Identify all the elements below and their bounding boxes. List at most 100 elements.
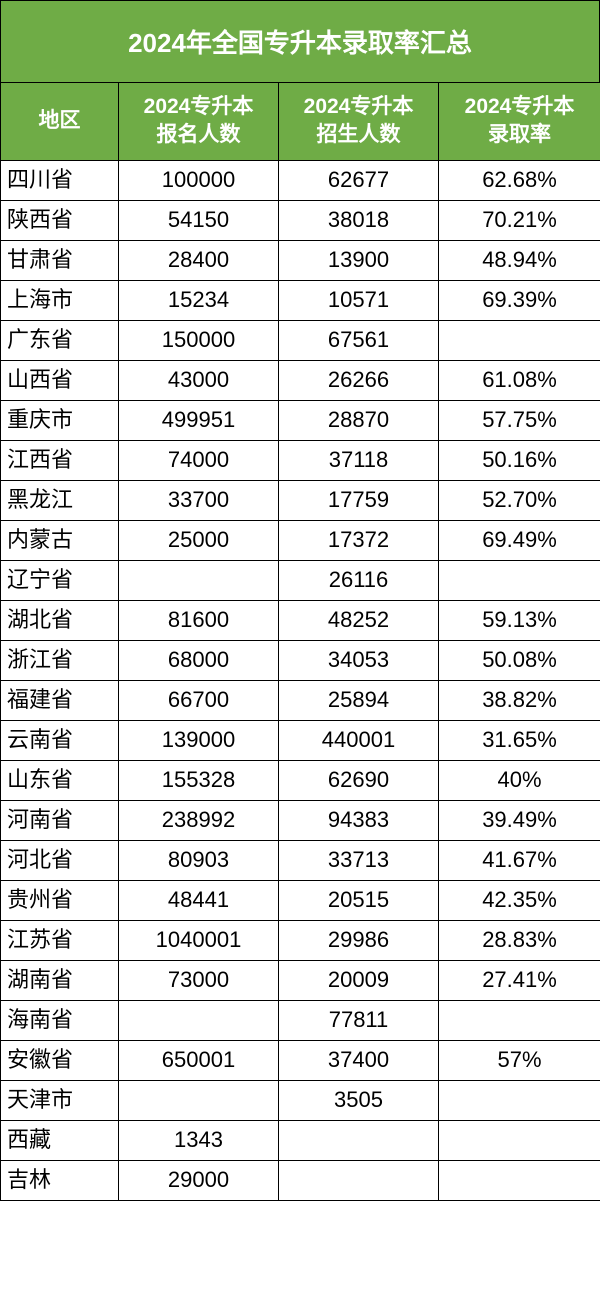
cell-enrolled: 10571 (279, 280, 439, 320)
cell-applicants (119, 1080, 279, 1120)
cell-enrolled: 34053 (279, 640, 439, 680)
cell-region: 广东省 (1, 320, 119, 360)
table-row: 湖南省730002000927.41% (1, 960, 600, 1000)
cell-enrolled: 17372 (279, 520, 439, 560)
cell-applicants: 54150 (119, 200, 279, 240)
cell-rate (439, 1120, 600, 1160)
cell-enrolled: 67561 (279, 320, 439, 360)
cell-rate: 48.94% (439, 240, 600, 280)
cell-region: 甘肃省 (1, 240, 119, 280)
cell-enrolled: 13900 (279, 240, 439, 280)
table-row: 贵州省484412051542.35% (1, 880, 600, 920)
cell-region: 内蒙古 (1, 520, 119, 560)
cell-enrolled: 20009 (279, 960, 439, 1000)
cell-applicants: 73000 (119, 960, 279, 1000)
table-row: 广东省15000067561 (1, 320, 600, 360)
table-body: 四川省1000006267762.68%陕西省541503801870.21%甘… (1, 160, 600, 1200)
cell-enrolled: 33713 (279, 840, 439, 880)
table-title: 2024年全国专升本录取率汇总 (0, 0, 600, 82)
cell-applicants: 68000 (119, 640, 279, 680)
table-row: 海南省 77811 (1, 1000, 600, 1040)
admission-rate-table: 地区 2024专升本 报名人数 2024专升本 招生人数 2024专升本 录取率… (0, 82, 600, 1201)
table-row: 河南省2389929438339.49% (1, 800, 600, 840)
cell-applicants: 29000 (119, 1160, 279, 1200)
cell-applicants: 1040001 (119, 920, 279, 960)
cell-enrolled: 25894 (279, 680, 439, 720)
cell-region: 河北省 (1, 840, 119, 880)
cell-rate: 39.49% (439, 800, 600, 840)
col-header-enrolled-line2: 招生人数 (317, 123, 401, 146)
cell-applicants: 150000 (119, 320, 279, 360)
cell-region: 西藏 (1, 1120, 119, 1160)
cell-enrolled: 29986 (279, 920, 439, 960)
cell-enrolled: 94383 (279, 800, 439, 840)
cell-applicants: 33700 (119, 480, 279, 520)
cell-enrolled: 62677 (279, 160, 439, 200)
cell-rate: 28.83% (439, 920, 600, 960)
table-row: 安徽省6500013740057% (1, 1040, 600, 1080)
cell-rate: 57% (439, 1040, 600, 1080)
cell-rate: 59.13% (439, 600, 600, 640)
cell-rate: 61.08% (439, 360, 600, 400)
cell-enrolled: 48252 (279, 600, 439, 640)
table-row: 内蒙古250001737269.49% (1, 520, 600, 560)
cell-region: 浙江省 (1, 640, 119, 680)
cell-region: 江西省 (1, 440, 119, 480)
table-row: 辽宁省26116 (1, 560, 600, 600)
cell-applicants: 28400 (119, 240, 279, 280)
cell-region: 山西省 (1, 360, 119, 400)
col-header-applicants-line1: 2024专升本 (144, 95, 254, 118)
table-row: 山东省1553286269040% (1, 760, 600, 800)
cell-rate: 50.16% (439, 440, 600, 480)
table-row: 上海市152341057169.39% (1, 280, 600, 320)
cell-rate: 70.21% (439, 200, 600, 240)
cell-applicants (119, 1000, 279, 1040)
cell-rate: 69.39% (439, 280, 600, 320)
cell-region: 上海市 (1, 280, 119, 320)
table-row: 福建省667002589438.82% (1, 680, 600, 720)
cell-enrolled (279, 1120, 439, 1160)
cell-rate: 40% (439, 760, 600, 800)
table-row: 山西省430002626661.08% (1, 360, 600, 400)
cell-rate: 52.70% (439, 480, 600, 520)
cell-applicants: 74000 (119, 440, 279, 480)
cell-rate (439, 1080, 600, 1120)
cell-applicants: 25000 (119, 520, 279, 560)
cell-applicants: 139000 (119, 720, 279, 760)
cell-region: 福建省 (1, 680, 119, 720)
cell-applicants: 81600 (119, 600, 279, 640)
cell-applicants: 100000 (119, 160, 279, 200)
cell-applicants: 48441 (119, 880, 279, 920)
cell-rate (439, 560, 600, 600)
cell-rate: 50.08% (439, 640, 600, 680)
cell-applicants: 15234 (119, 280, 279, 320)
cell-applicants: 499951 (119, 400, 279, 440)
cell-region: 贵州省 (1, 880, 119, 920)
cell-region: 湖南省 (1, 960, 119, 1000)
cell-region: 天津市 (1, 1080, 119, 1120)
cell-rate: 41.67% (439, 840, 600, 880)
cell-rate: 31.65% (439, 720, 600, 760)
cell-region: 湖北省 (1, 600, 119, 640)
table-row: 江苏省10400012998628.83% (1, 920, 600, 960)
cell-applicants: 155328 (119, 760, 279, 800)
cell-region: 吉林 (1, 1160, 119, 1200)
table-header-row: 地区 2024专升本 报名人数 2024专升本 招生人数 2024专升本 录取率 (1, 83, 600, 161)
cell-rate: 42.35% (439, 880, 600, 920)
cell-enrolled: 440001 (279, 720, 439, 760)
cell-applicants: 43000 (119, 360, 279, 400)
col-header-applicants-line2: 报名人数 (157, 123, 241, 146)
col-header-region-line1: 地区 (39, 109, 81, 132)
cell-enrolled: 77811 (279, 1000, 439, 1040)
cell-rate: 27.41% (439, 960, 600, 1000)
cell-region: 海南省 (1, 1000, 119, 1040)
table-row: 黑龙江337001775952.70% (1, 480, 600, 520)
cell-applicants: 1343 (119, 1120, 279, 1160)
cell-region: 江苏省 (1, 920, 119, 960)
cell-applicants: 238992 (119, 800, 279, 840)
table-container: 2024年全国专升本录取率汇总 地区 2024专升本 报名人数 2024专升本 … (0, 0, 600, 1201)
col-header-applicants: 2024专升本 报名人数 (119, 83, 279, 161)
cell-applicants: 650001 (119, 1040, 279, 1080)
cell-region: 陕西省 (1, 200, 119, 240)
cell-rate: 38.82% (439, 680, 600, 720)
